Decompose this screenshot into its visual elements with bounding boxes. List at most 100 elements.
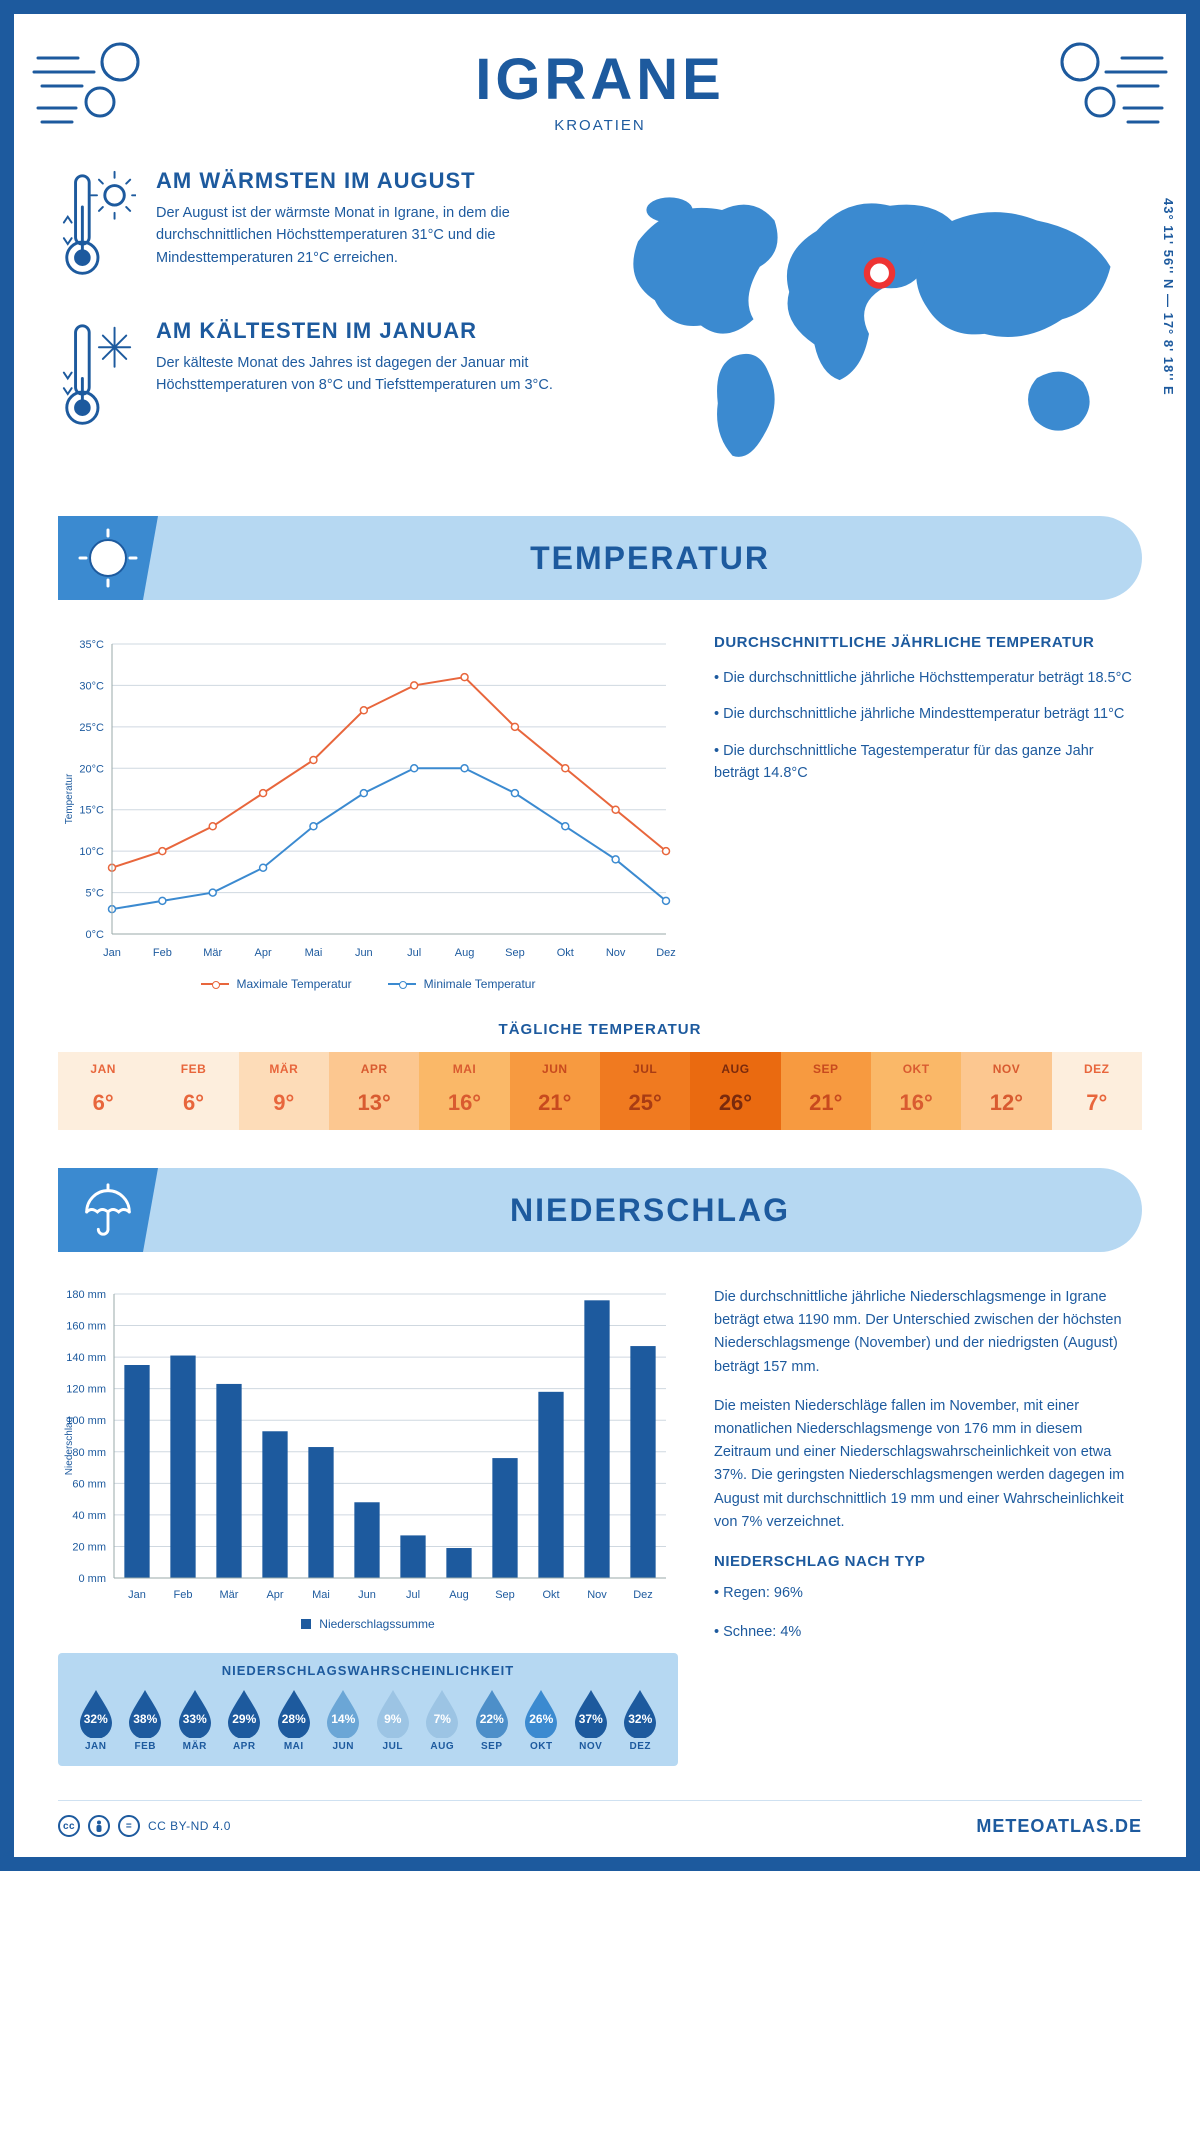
svg-text:Aug: Aug [449,1589,469,1601]
fact-content: AM KÄLTESTEN IM JANUAR Der kälteste Mona… [156,318,568,440]
fact-title: AM WÄRMSTEN IM AUGUST [156,168,568,194]
daily-cell: JUL25° [600,1052,690,1130]
probability-value: 37% [571,1712,611,1726]
probability-cell: 32% DEZ [617,1688,665,1752]
city-title: IGRANE [58,46,1142,113]
probability-cell: 26%OKT [518,1688,566,1752]
info-row: 43° 11' 56'' N — 17° 8' 18'' E AM WÄRMST… [58,158,1142,516]
probability-cell: 7%AUG [419,1688,467,1752]
daily-month: AUG [690,1062,780,1076]
probability-value: 28% [274,1712,314,1726]
probability-month: MÄR [171,1741,219,1752]
precip-type-2: Schnee: 4% [714,1621,1142,1644]
umbrella-icon [58,1168,158,1252]
probability-month: DEZ [617,1741,665,1752]
daily-value: 21° [510,1090,600,1116]
probability-value: 7% [422,1712,462,1726]
fact-title: AM KÄLTESTEN IM JANUAR [156,318,568,344]
daily-month: SEP [781,1062,871,1076]
daily-value: 16° [419,1090,509,1116]
facts-column: AM WÄRMSTEN IM AUGUST Der August ist der… [58,168,568,488]
daily-value: 6° [58,1090,148,1116]
footer: cc = CC BY-ND 4.0 METEOATLAS.DE [58,1800,1142,1837]
inner: IGRANE KROATIEN 43° 11' 56'' N — 17° 8' … [14,14,1186,1857]
svg-text:160 mm: 160 mm [66,1321,106,1333]
svg-text:Niederschlag: Niederschlag [64,1417,75,1475]
fact-text: Der kälteste Monat des Jahres ist dagege… [156,352,568,397]
daily-cell: JAN6° [58,1052,148,1130]
raindrop-icon: 29% [224,1688,264,1738]
svg-text:10°C: 10°C [79,846,104,858]
probability-title: NIEDERSCHLAGSWAHRSCHEINLICHKEIT [72,1663,664,1678]
svg-text:120 mm: 120 mm [66,1384,106,1396]
svg-text:15°C: 15°C [79,805,104,817]
probability-value: 38% [125,1712,165,1726]
raindrop-icon: 7% [422,1688,462,1738]
probability-cell: 28% MAI [270,1688,318,1752]
probability-month: MAI [270,1741,318,1752]
header: IGRANE KROATIEN [58,46,1142,158]
probability-value: 32% [620,1712,660,1726]
svg-text:0°C: 0°C [86,929,105,941]
probability-cell: 33% MÄR [171,1688,219,1752]
daily-cell: APR13° [329,1052,419,1130]
section-title: TEMPERATUR [158,540,1142,577]
thermometer-sun-icon [58,168,136,290]
svg-text:20°C: 20°C [79,763,104,775]
wind-icon [28,28,168,143]
precip-p1: Die durchschnittliche jährliche Niedersc… [714,1286,1142,1379]
daily-month: DEZ [1052,1062,1142,1076]
daily-cell: MAI16° [419,1052,509,1130]
summary-title: DURCHSCHNITTLICHE JÄHRLICHE TEMPERATUR [714,634,1142,651]
summary-p1: Die durchschnittliche jährliche Höchstte… [714,667,1142,689]
precip-block: 0 mm20 mm40 mm60 mm80 mm100 mm120 mm140 … [58,1286,1142,1766]
legend-max: Maximale Temperatur [201,977,352,991]
svg-text:Mai: Mai [305,947,323,959]
probability-month: APR [221,1741,269,1752]
svg-text:140 mm: 140 mm [66,1352,106,1364]
coordinates: 43° 11' 56'' N — 17° 8' 18'' E [1161,198,1176,396]
thermometer-snow-icon [58,318,136,440]
svg-text:180 mm: 180 mm [66,1289,106,1301]
chart-legend: Maximale Temperatur Minimale Temperatur [58,977,678,991]
svg-text:Mai: Mai [312,1589,330,1601]
svg-text:Temperatur: Temperatur [64,773,75,824]
raindrop-icon: 22% [472,1688,512,1738]
svg-text:Nov: Nov [587,1589,607,1601]
probability-value: 14% [323,1712,363,1726]
svg-text:80 mm: 80 mm [72,1447,106,1459]
summary-p3: Die durchschnittliche Tagestemperatur fü… [714,740,1142,785]
daily-month: OKT [871,1062,961,1076]
probability-cell: 32%JAN [72,1688,120,1752]
legend-min: Minimale Temperatur [388,977,536,991]
section-bar-temperature: TEMPERATUR [58,516,1142,600]
probability-month: JUL [369,1741,417,1752]
precip-type-title: NIEDERSCHLAG NACH TYP [714,1550,1142,1574]
probability-cell: 37%NOV [567,1688,615,1752]
daily-cell: OKT16° [871,1052,961,1130]
probability-month: JUN [320,1741,368,1752]
raindrop-icon: 9% [373,1688,413,1738]
section-bar-precip: NIEDERSCHLAG [58,1168,1142,1252]
daily-temp-strip: JAN6°FEB6°MÄR9°APR13°MAI16°JUN21°JUL25°A… [58,1052,1142,1130]
svg-text:Aug: Aug [455,947,475,959]
daily-cell: NOV12° [961,1052,1051,1130]
wind-icon [1032,28,1172,143]
raindrop-icon: 33% [175,1688,215,1738]
daily-month: JUL [600,1062,690,1076]
raindrop-icon: 32% [76,1688,116,1738]
probability-value: 33% [175,1712,215,1726]
svg-text:Apr: Apr [255,947,272,959]
summary-p2: Die durchschnittliche jährliche Mindestt… [714,703,1142,725]
svg-text:60 mm: 60 mm [72,1478,106,1490]
temperature-summary: DURCHSCHNITTLICHE JÄHRLICHE TEMPERATUR D… [714,634,1142,991]
temperature-block: 0°C5°C10°C15°C20°C25°C30°C35°CJanFebMärA… [58,634,1142,991]
probability-value: 29% [224,1712,264,1726]
daily-cell: JUN21° [510,1052,600,1130]
daily-cell: DEZ7° [1052,1052,1142,1130]
precip-left: 0 mm20 mm40 mm60 mm80 mm100 mm120 mm140 … [58,1286,678,1766]
daily-cell: MÄR9° [239,1052,329,1130]
svg-text:Jan: Jan [128,1589,146,1601]
probability-row: 32%JAN38%FEB33%MÄR29%APR28%MAI14%JUN9%JU… [72,1688,664,1752]
precip-type-1: Regen: 96% [714,1582,1142,1605]
